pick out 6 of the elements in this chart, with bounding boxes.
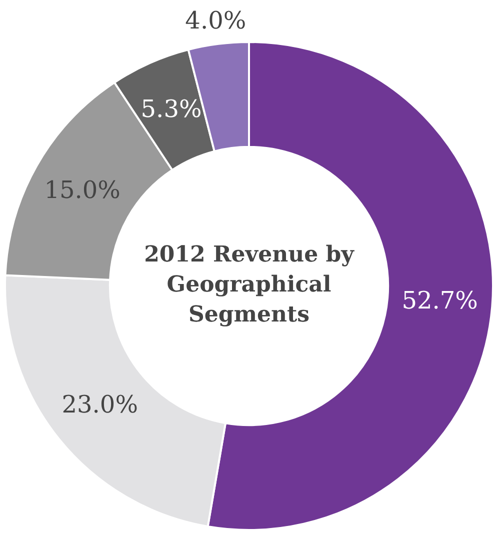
data-label: 15.0%	[44, 176, 120, 204]
data-label: 52.7%	[402, 286, 478, 314]
text: 2012 Revenue by Geographical Segments	[144, 242, 356, 328]
data-label: 23.0%	[62, 390, 138, 418]
data-label: 5.3%	[140, 95, 202, 124]
data-label: 4.0%	[185, 6, 246, 34]
